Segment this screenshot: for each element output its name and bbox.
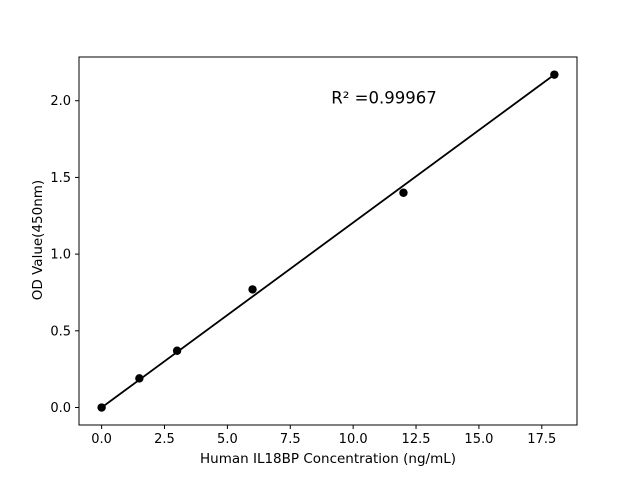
data-point <box>550 70 559 79</box>
x-tick-label: 15.0 <box>464 432 493 447</box>
y-tick-label: 2.0 <box>50 94 71 109</box>
y-tick-label: 1.0 <box>50 248 71 263</box>
x-tick-label: 5.0 <box>217 432 238 447</box>
plot-frame <box>78 56 578 426</box>
x-tick-label: 17.5 <box>527 432 556 447</box>
x-tick-label: 10.0 <box>339 432 368 447</box>
y-tick-label: 0.5 <box>50 324 71 339</box>
fit-line <box>101 73 555 409</box>
data-point <box>135 374 144 383</box>
data-point <box>248 285 257 294</box>
x-tick-label: 12.5 <box>402 432 431 447</box>
x-tick-label: 2.5 <box>154 432 175 447</box>
x-tick-label: 0.0 <box>91 432 112 447</box>
x-tick-label: 7.5 <box>280 432 301 447</box>
y-tick-label: 1.5 <box>50 171 71 186</box>
data-point <box>399 188 408 197</box>
x-axis-title: Human IL18BP Concentration (ng/mL) <box>199 451 457 467</box>
data-point <box>172 346 182 355</box>
r-squared-annotation: R² =0.99967 <box>331 88 437 108</box>
y-tick-label: 0.0 <box>50 401 71 416</box>
data-point <box>97 403 106 412</box>
y-axis-title: OD Value(450nm) <box>30 179 46 301</box>
